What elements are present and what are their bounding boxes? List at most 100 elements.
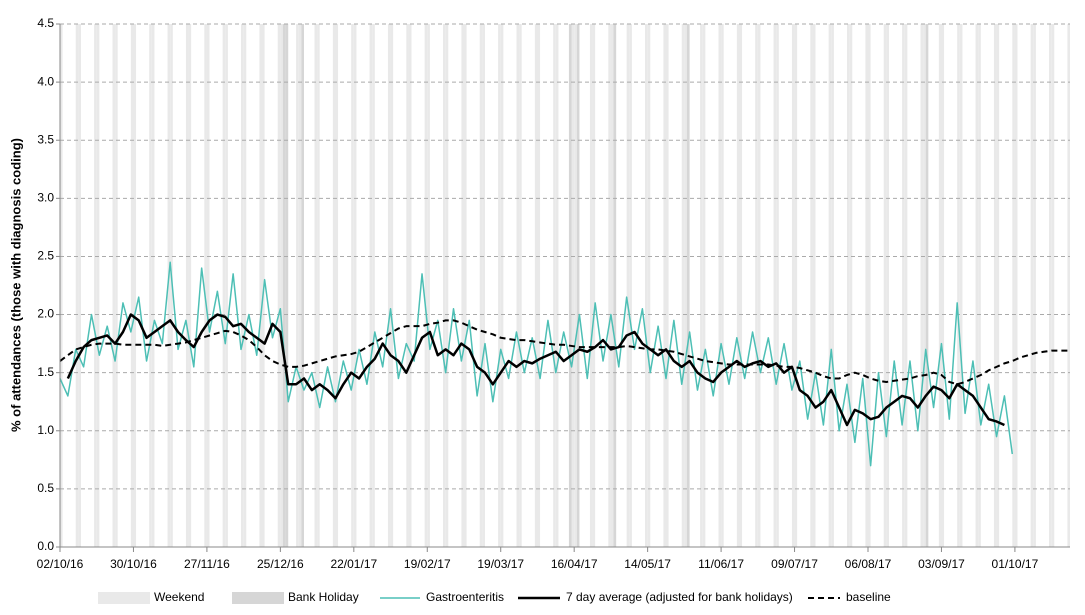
x-tick-label: 14/05/17	[624, 557, 671, 571]
bank-holiday-band	[686, 24, 690, 547]
y-tick-label: 4.5	[37, 16, 54, 30]
weekend-band	[923, 24, 926, 547]
weekend-band	[975, 24, 979, 547]
series-line	[66, 313, 1005, 427]
weekend-band	[812, 24, 816, 547]
weekend-band	[700, 24, 703, 547]
weekend-band	[1051, 24, 1055, 547]
series-line	[59, 261, 1014, 467]
y-tick-label: 0.0	[37, 539, 54, 553]
weekend-band	[773, 24, 777, 547]
weekend-band	[406, 24, 409, 547]
weekend-band	[810, 24, 813, 547]
weekend-band	[443, 24, 446, 547]
weekend-band	[170, 24, 173, 547]
weekend-band	[828, 24, 832, 547]
axes: 0.0 0.5 1.0 1.5 2.0 2.5 3.0 3.5 4.0 4.5 02/10/16 30…	[37, 16, 1070, 571]
legend: Weekend Bank Holiday Gastroenteritis 7 day …	[98, 590, 891, 604]
legend-label: Weekend	[154, 590, 204, 604]
bank-holiday-band	[925, 24, 929, 547]
weekend-band	[133, 24, 137, 547]
bank-holiday-band	[301, 24, 304, 547]
weekend-band	[555, 24, 559, 547]
legend-swatch	[98, 592, 150, 604]
weekend-band	[519, 24, 522, 547]
y-tick-label: 3.0	[37, 191, 54, 205]
weekend-band	[188, 24, 192, 547]
x-tick-label: 19/02/17	[404, 557, 451, 571]
weekend-band	[130, 24, 134, 547]
weekend-band	[592, 24, 596, 547]
weekend-band	[498, 24, 501, 547]
weekend-band	[718, 24, 722, 547]
weekend-band	[938, 24, 942, 547]
weekend-band	[185, 24, 189, 547]
x-tick-label: 09/07/17	[771, 557, 818, 571]
weekend-band	[464, 24, 467, 547]
weekend-band	[78, 24, 81, 547]
weekend-band	[115, 24, 118, 547]
weekend-band	[445, 24, 449, 547]
weekend-band	[335, 24, 339, 547]
bank-holiday-band	[282, 24, 286, 547]
weekend-band	[629, 24, 632, 547]
weekend-band	[791, 24, 795, 547]
weekend-band	[589, 24, 593, 547]
weekend-band	[776, 24, 779, 547]
weekend-band	[1067, 24, 1070, 547]
weekend-band	[849, 24, 853, 547]
bank-holiday-band	[285, 24, 289, 547]
weekend-band	[151, 24, 155, 547]
weekend-band	[721, 24, 724, 547]
weekend-band	[314, 24, 318, 547]
weekend-band	[959, 24, 963, 547]
weekend-band	[427, 24, 430, 547]
legend-label: 7 day average (adjusted for bank holiday…	[566, 590, 793, 604]
shading	[60, 24, 1070, 547]
series-line	[59, 319, 1068, 386]
bank-holiday-band	[576, 24, 580, 547]
weekend-band	[610, 24, 614, 547]
weekend-band	[204, 24, 207, 547]
weekend-band	[369, 24, 373, 547]
weekend-band	[408, 24, 412, 547]
weekend-band	[332, 24, 336, 547]
y-tick-label: 0.5	[37, 481, 54, 495]
weekend-band	[298, 24, 302, 547]
x-tick-label: 25/12/16	[257, 557, 304, 571]
weekend-band	[883, 24, 887, 547]
y-tick-label: 2.5	[37, 249, 54, 263]
x-tick-label: 30/10/16	[110, 557, 157, 571]
x-tick-label: 06/08/17	[845, 557, 892, 571]
weekend-band	[500, 24, 504, 547]
weekend-band	[681, 24, 685, 547]
weekend-band	[920, 24, 924, 547]
weekend-band	[534, 24, 538, 547]
weekend-band	[461, 24, 464, 547]
weekend-band	[886, 24, 889, 547]
weekend-band	[351, 24, 354, 547]
weekend-band	[702, 24, 706, 547]
y-tick-label: 1.5	[37, 365, 54, 379]
weekend-band	[865, 24, 868, 547]
weekend-band	[757, 24, 761, 547]
weekend-band	[222, 24, 226, 547]
weekend-band	[1012, 24, 1015, 547]
weekend-band	[904, 24, 908, 547]
weekend-band	[645, 24, 648, 547]
weekend-band	[479, 24, 483, 547]
x-tick-label: 19/03/17	[477, 557, 524, 571]
legend-label: Gastroenteritis	[426, 590, 504, 604]
weekend-band	[112, 24, 116, 547]
weekend-band	[941, 24, 945, 547]
weekend-band	[831, 24, 834, 547]
y-tick-label: 1.0	[37, 423, 54, 437]
weekend-band	[259, 24, 262, 547]
x-tick-label: 02/10/16	[37, 557, 84, 571]
weekend-band	[372, 24, 375, 547]
weekend-band	[957, 24, 960, 547]
weekend-band	[296, 24, 299, 547]
legend-label: Bank Holiday	[288, 590, 359, 604]
weekend-band	[1049, 24, 1052, 547]
